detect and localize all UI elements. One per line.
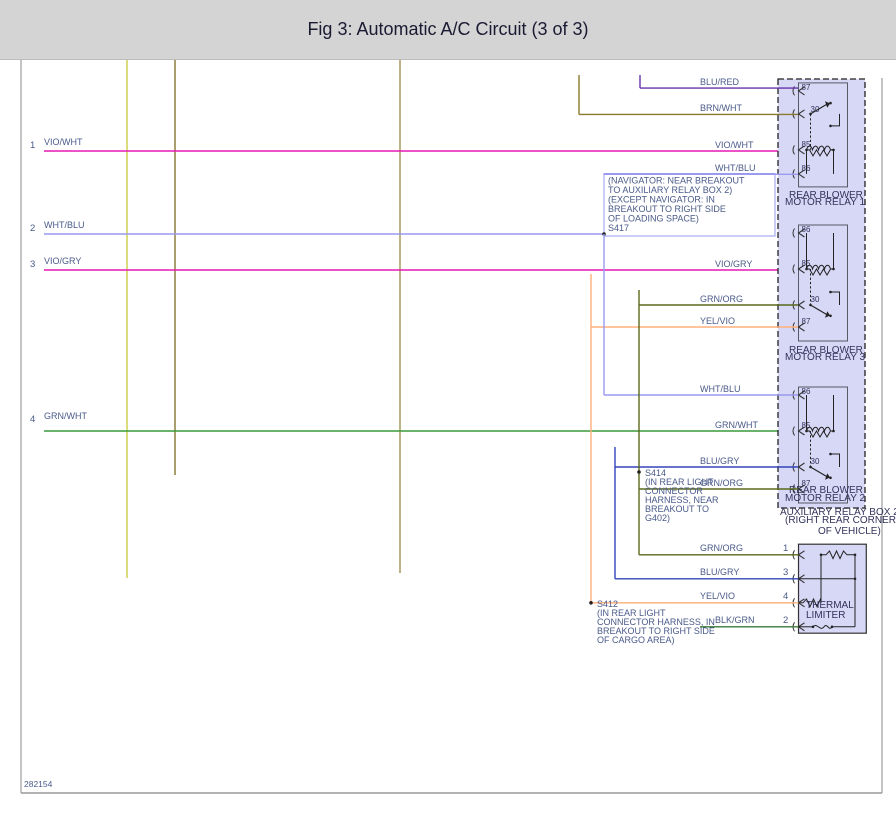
svg-text:OF VEHICLE): OF VEHICLE)	[818, 526, 881, 537]
svg-text:G402): G402)	[645, 513, 670, 523]
svg-text:MOTOR RELAY 2: MOTOR RELAY 2	[785, 493, 865, 504]
svg-text:3: 3	[783, 567, 788, 578]
svg-text:GRN/WHT: GRN/WHT	[44, 411, 87, 421]
svg-text:VIO/GRY: VIO/GRY	[715, 259, 752, 269]
svg-text:YEL/VIO: YEL/VIO	[700, 591, 735, 601]
svg-text:YEL/VIO: YEL/VIO	[700, 316, 735, 326]
svg-text:GRN/WHT: GRN/WHT	[715, 420, 758, 430]
svg-text:(RIGHT REAR CORNER: (RIGHT REAR CORNER	[785, 515, 896, 526]
svg-text:(EXCEPT NAVIGATOR: IN: (EXCEPT NAVIGATOR: IN	[608, 195, 715, 205]
svg-text:BLK/GRN: BLK/GRN	[715, 615, 755, 625]
svg-text:OF LOADING SPACE): OF LOADING SPACE)	[608, 214, 699, 224]
svg-text:2: 2	[30, 223, 35, 234]
svg-text:BRN/WHT: BRN/WHT	[700, 103, 742, 113]
svg-text:WHT/BLU: WHT/BLU	[44, 220, 85, 230]
svg-text:VIO/WHT: VIO/WHT	[44, 137, 83, 147]
svg-text:GRN/ORG: GRN/ORG	[700, 543, 743, 553]
svg-text:S417: S417	[608, 223, 629, 233]
svg-text:WHT/BLU: WHT/BLU	[700, 384, 741, 394]
svg-text:BLU/GRY: BLU/GRY	[700, 456, 739, 466]
svg-text:4: 4	[783, 591, 788, 602]
svg-text:VIO/WHT: VIO/WHT	[715, 140, 754, 150]
svg-text:BREAKOUT TO RIGHT SIDE: BREAKOUT TO RIGHT SIDE	[608, 204, 726, 214]
svg-text:(NAVIGATOR: NEAR BREAKOUT: (NAVIGATOR: NEAR BREAKOUT	[608, 176, 745, 186]
svg-text:BLU/RED: BLU/RED	[700, 77, 740, 87]
svg-text:1: 1	[30, 140, 35, 151]
svg-text:LIMITER: LIMITER	[806, 610, 845, 621]
svg-text:GRN/ORG: GRN/ORG	[700, 294, 743, 304]
svg-text:3: 3	[30, 259, 35, 270]
svg-text:282154: 282154	[24, 779, 53, 789]
svg-text:TO AUXILIARY RELAY BOX 2): TO AUXILIARY RELAY BOX 2)	[608, 185, 732, 195]
svg-text:MOTOR RELAY 1: MOTOR RELAY 1	[785, 197, 865, 208]
svg-text:2: 2	[783, 615, 788, 626]
svg-text:4: 4	[30, 414, 35, 425]
svg-text:OF CARGO AREA): OF CARGO AREA)	[597, 635, 675, 645]
svg-text:BLU/GRY: BLU/GRY	[700, 567, 739, 577]
svg-text:1: 1	[783, 543, 788, 554]
svg-text:VIO/GRY: VIO/GRY	[44, 256, 81, 266]
svg-text:MOTOR RELAY 3: MOTOR RELAY 3	[785, 352, 865, 363]
svg-text:WHT/BLU: WHT/BLU	[715, 163, 756, 173]
